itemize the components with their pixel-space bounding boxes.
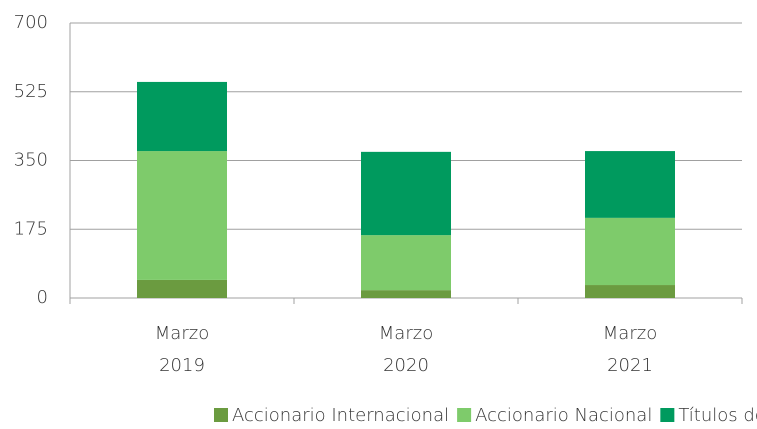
legend-label: Títulos de Deuda bbox=[678, 405, 757, 426]
x-tick-label: Marzo 2021 bbox=[603, 323, 657, 376]
bar-segment bbox=[361, 151, 451, 236]
bar-segment bbox=[585, 285, 675, 298]
bar-segment bbox=[585, 151, 675, 218]
bar-segment bbox=[361, 235, 451, 291]
bar-segment bbox=[137, 81, 227, 152]
y-tick-label: 350 bbox=[14, 150, 48, 171]
y-tick-label: 525 bbox=[14, 81, 48, 102]
x-tick-label: Marzo 2020 bbox=[379, 323, 433, 376]
bar-segment bbox=[361, 290, 451, 298]
x-tick-label: Marzo 2019 bbox=[155, 323, 209, 376]
bar-segment bbox=[137, 279, 227, 298]
legend-swatch bbox=[660, 408, 675, 422]
y-tick-label: 175 bbox=[14, 218, 48, 239]
legend-label: Accionario Internacional bbox=[232, 405, 449, 426]
legend-label: Accionario Nacional bbox=[475, 405, 652, 426]
bar-segment bbox=[585, 217, 675, 286]
legend-swatch bbox=[214, 408, 228, 422]
y-tick-label: 700 bbox=[14, 12, 48, 33]
legend-swatch bbox=[457, 408, 472, 422]
y-tick-label: 0 bbox=[37, 287, 48, 308]
bar-segment bbox=[137, 151, 227, 280]
